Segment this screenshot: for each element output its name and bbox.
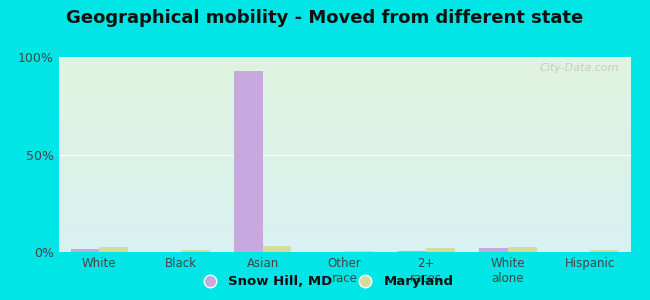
Bar [181,250,210,252]
Bar [590,250,618,252]
Legend: Snow Hill, MD, Maryland: Snow Hill, MD, Maryland [191,270,459,293]
Text: Geographical mobility - Moved from different state: Geographical mobility - Moved from diffe… [66,9,584,27]
Bar [263,246,291,252]
Bar [234,70,263,252]
Bar [71,249,99,252]
Text: City-Data.com: City-Data.com [540,63,619,73]
Bar [508,247,536,252]
Bar [479,248,508,252]
Bar [99,247,128,252]
Bar [426,248,455,252]
Bar [344,251,373,252]
Bar [398,251,426,252]
